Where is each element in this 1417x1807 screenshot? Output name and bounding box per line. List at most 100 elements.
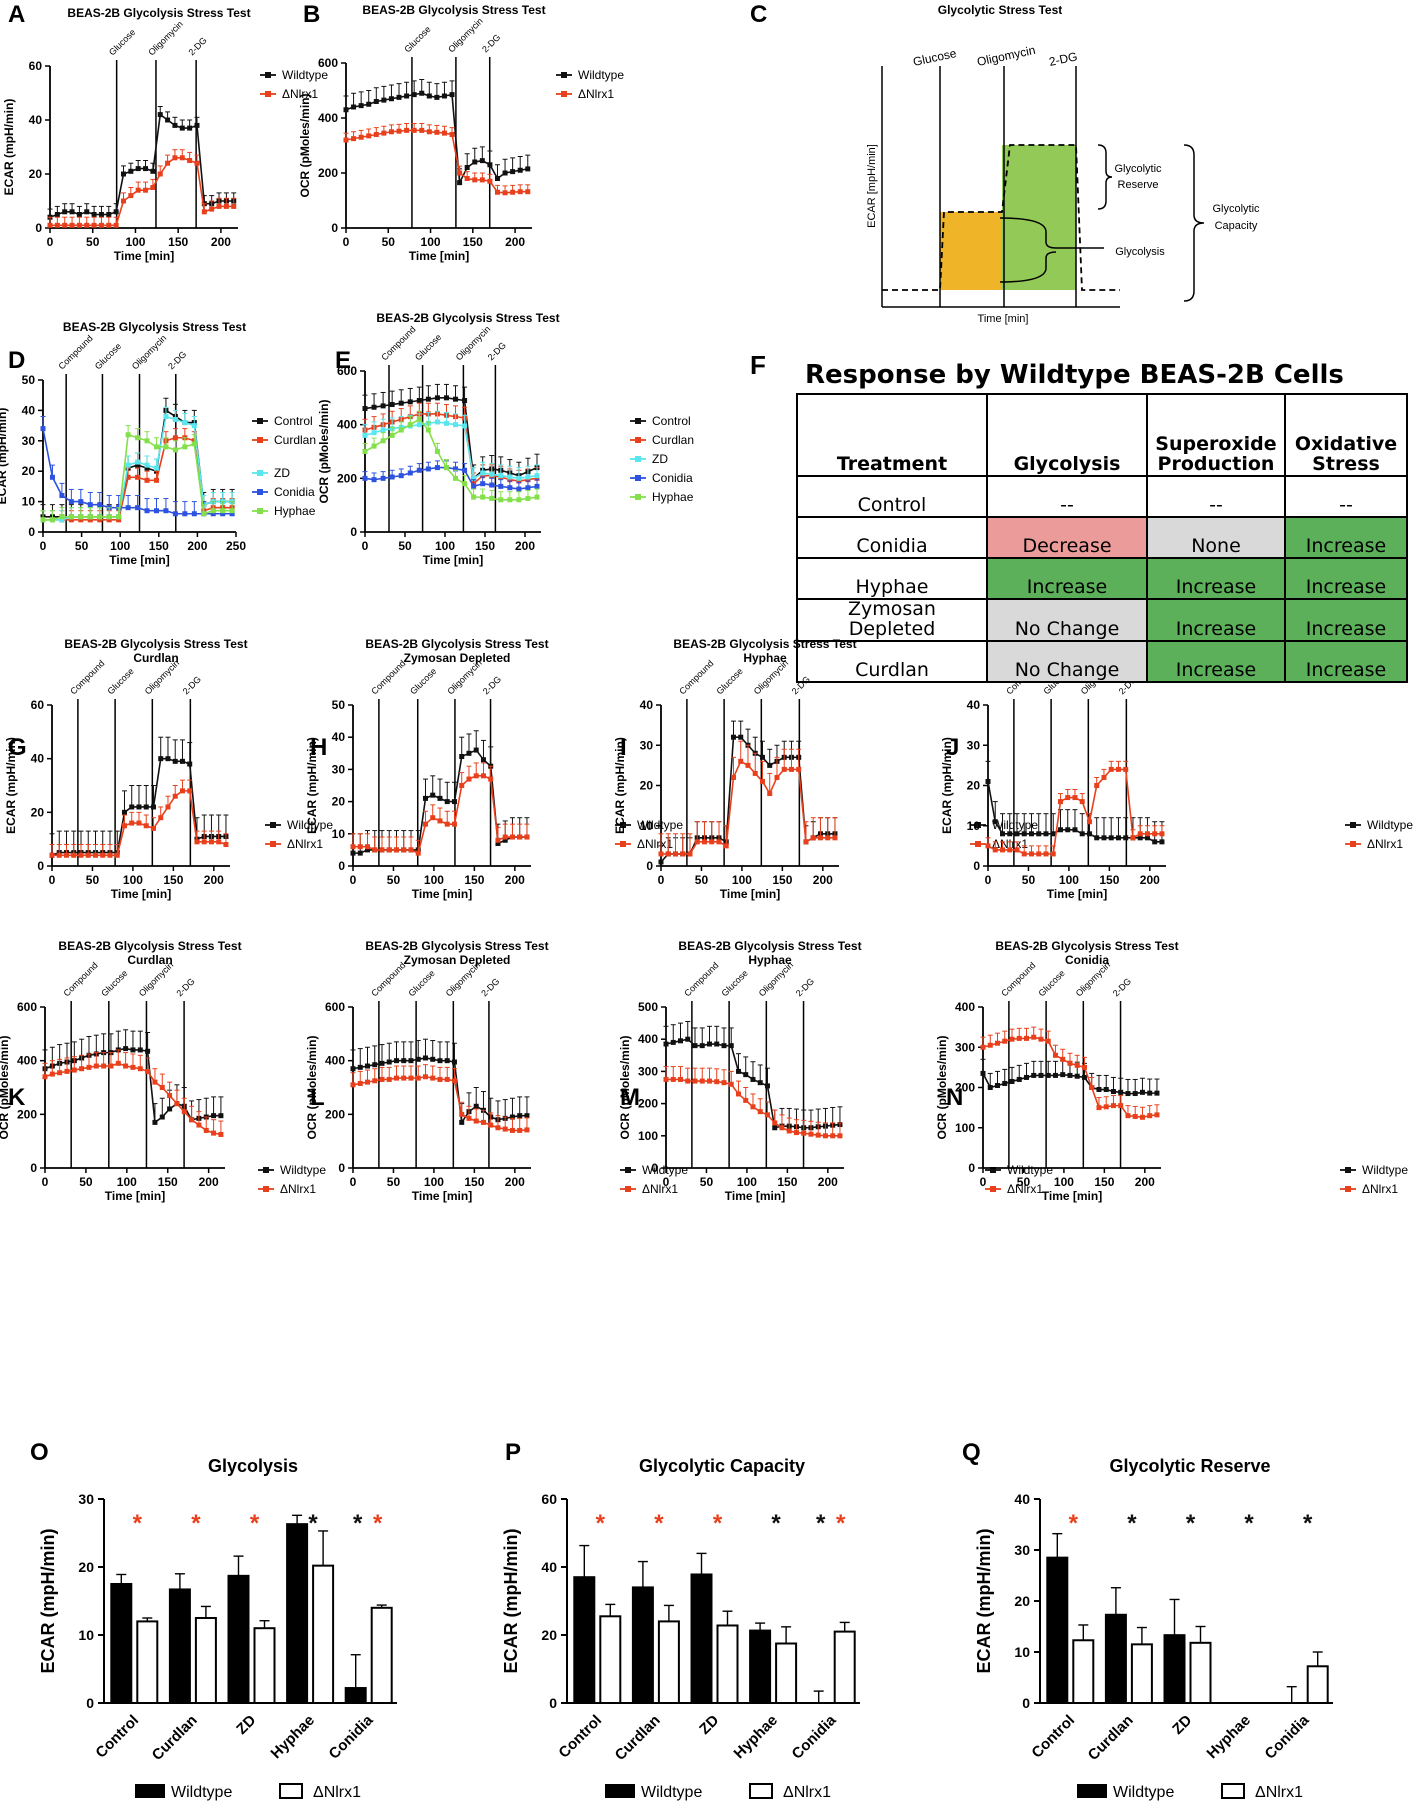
data-point: [517, 167, 523, 173]
data-point: [1108, 835, 1114, 841]
data-point: [86, 1064, 92, 1070]
data-point: [116, 514, 122, 520]
data-point: [211, 1130, 217, 1136]
data-point: [1152, 839, 1158, 845]
data-point: [150, 185, 156, 190]
data-point: [434, 419, 440, 425]
data-point: [509, 1114, 515, 1120]
data-point: [130, 1064, 136, 1070]
data-point: [489, 482, 495, 488]
data-point: [350, 1082, 356, 1088]
x-tick-label: 50: [75, 539, 89, 553]
data-point: [229, 508, 235, 514]
data-point: [534, 483, 540, 489]
data-point: [165, 804, 171, 810]
data-point: [425, 427, 431, 433]
data-point: [462, 423, 468, 429]
data-point: [106, 514, 112, 520]
data-point: [434, 395, 440, 401]
data-point: [767, 791, 773, 797]
chart-title: BEAS-2B Glycolysis Stress Test: [67, 6, 250, 20]
data-point: [471, 483, 477, 489]
data-point: [187, 788, 193, 794]
ecar-trace: [882, 144, 1120, 291]
table-row: Conidia Decrease None Increase: [796, 516, 1408, 559]
data-point: [343, 107, 349, 113]
x-tick-label: Curdlan: [149, 1712, 201, 1764]
data-point: [498, 473, 504, 479]
legend-label: ΔNlrx1: [642, 1182, 678, 1196]
data-point: [396, 128, 402, 134]
data-point: [144, 477, 150, 483]
legend-marker: [635, 437, 641, 443]
legend-label: Curdlan: [274, 433, 316, 447]
cell-oxidative: Increase: [1284, 557, 1408, 600]
legend-label: Wildtype: [1007, 1163, 1053, 1177]
data-point: [730, 734, 736, 740]
data-point: [837, 1133, 843, 1139]
data-point: [69, 209, 75, 215]
data-point: [144, 508, 150, 514]
x-axis-label: Time [min]: [1042, 1189, 1102, 1203]
chart-title: Glycolytic Reserve: [1109, 1456, 1270, 1476]
data-point: [153, 465, 159, 471]
data-point: [116, 517, 122, 523]
x-tick-label: 50: [79, 1175, 93, 1189]
x-tick-label: 100: [435, 539, 455, 553]
y-tick-label: 0: [37, 859, 44, 873]
legend-marker: [265, 91, 271, 97]
y-tick-label: 10: [332, 827, 346, 841]
data-point: [443, 465, 449, 471]
y-tick-label: 10: [640, 819, 654, 833]
data-point: [1132, 1113, 1138, 1119]
data-point: [502, 1126, 508, 1132]
data-point: [71, 852, 77, 858]
data-point: [525, 495, 531, 501]
data-point: [362, 406, 368, 412]
data-point: [437, 1076, 443, 1082]
data-point: [750, 1076, 756, 1082]
legend-marker: [1350, 822, 1356, 828]
data-point: [373, 132, 379, 137]
data-point: [422, 1055, 428, 1061]
data-point: [69, 222, 75, 228]
data-point: [1144, 835, 1150, 841]
data-point: [158, 756, 164, 762]
cell-glycolysis: --: [986, 475, 1148, 518]
data-point: [158, 815, 164, 821]
legend-marker: [635, 494, 641, 500]
data-point: [466, 776, 472, 782]
data-point: [98, 212, 104, 217]
data-point: [157, 112, 163, 118]
panel-label-n: N: [946, 1084, 963, 1111]
y-tick-label: 0: [651, 1161, 658, 1175]
data-point: [144, 438, 150, 444]
data-point: [663, 1041, 669, 1047]
data-point: [801, 1130, 807, 1136]
data-point: [453, 422, 459, 428]
data-point: [459, 754, 465, 760]
data-point: [1014, 831, 1020, 837]
data-point: [457, 170, 463, 176]
x-axis-label: Time [min]: [423, 553, 483, 567]
data-point: [994, 1082, 1000, 1088]
x-axis-label: Time [min]: [105, 1189, 165, 1203]
data-point: [687, 851, 693, 857]
data-point: [62, 209, 68, 215]
data-point: [216, 203, 222, 209]
y-tick-label: 0: [331, 221, 338, 235]
data-point: [525, 189, 531, 195]
data-point: [182, 511, 188, 517]
x-tick-label: 0: [49, 873, 56, 887]
y-tick-label: 60: [29, 59, 43, 73]
data-point: [767, 762, 773, 768]
data-point: [489, 471, 495, 477]
y-tick-label: 0: [35, 221, 42, 235]
data-point: [764, 1112, 770, 1118]
bar-nlrx1: [136, 1620, 159, 1705]
x-tick-label: 50: [387, 873, 401, 887]
data-point: [404, 93, 410, 99]
panel-label-k: K: [8, 1084, 26, 1111]
data-point: [114, 852, 120, 858]
data-point: [658, 851, 664, 857]
